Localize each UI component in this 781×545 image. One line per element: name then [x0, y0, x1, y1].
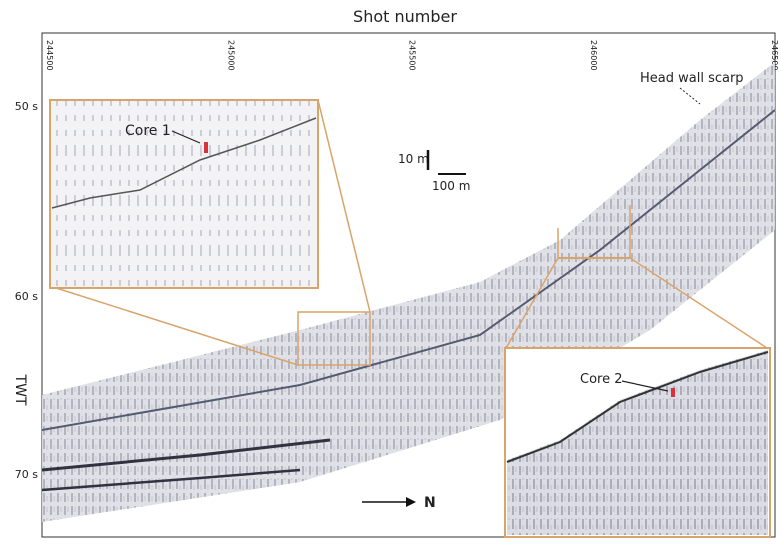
x-axis-title: Shot number: [353, 7, 457, 26]
inset-1: [50, 100, 318, 288]
core-marker: [204, 142, 208, 153]
head-wall-label: Head wall scarp: [640, 71, 744, 86]
scale-label: 10 m: [398, 152, 429, 166]
core-label: Core 1: [125, 123, 171, 139]
x-tick-label: 244500: [45, 40, 54, 71]
x-tick-label: 246000: [589, 40, 598, 71]
y-axis-title: TWT: [12, 374, 28, 406]
x-tick-label: 245000: [226, 40, 235, 71]
north-label: N: [424, 495, 436, 511]
x-tick-label: 245500: [408, 40, 417, 71]
core-marker: [671, 388, 675, 397]
seismic-figure: Shot number 2445002450002455002460002465…: [0, 0, 781, 541]
scale-label: 100 m: [432, 179, 470, 193]
y-tick-label: 70 s: [15, 468, 38, 481]
y-tick-label: 50 s: [15, 100, 38, 113]
y-tick-label: 60 s: [15, 290, 38, 303]
core-label: Core 2: [580, 372, 623, 387]
